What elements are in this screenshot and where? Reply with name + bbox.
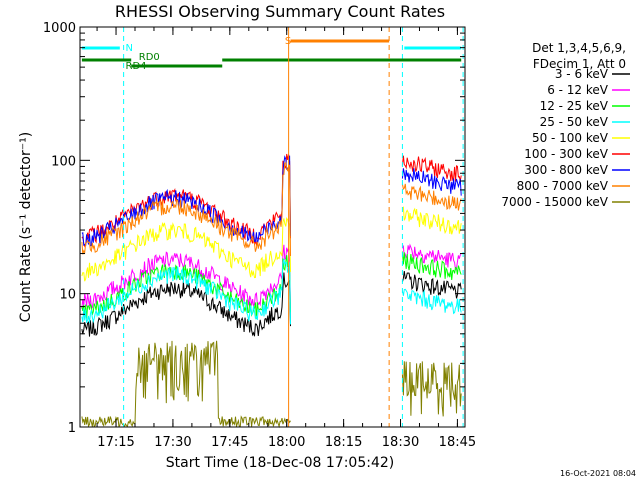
series-line xyxy=(81,217,291,282)
legend-entry-label: 6 - 12 keV xyxy=(547,83,609,97)
legend-entry-label: 7000 - 15000 keV xyxy=(501,195,608,209)
legend-entry-label: 800 - 7000 keV xyxy=(517,179,609,193)
x-tick-label: 18:30 xyxy=(382,435,419,450)
y-axis-label: Count Rate (s⁻¹ detector⁻¹) xyxy=(18,132,34,322)
legend-entry-label: 3 - 6 keV xyxy=(555,67,609,81)
series-line xyxy=(81,258,291,325)
y-tick-label: 1 xyxy=(68,421,76,436)
y-tick-label: 1000 xyxy=(43,21,76,36)
x-tick-label: 18:45 xyxy=(439,435,476,450)
plot-area xyxy=(81,153,462,429)
x-tick-label: 17:45 xyxy=(211,435,248,450)
series-line xyxy=(81,272,291,337)
series-line xyxy=(401,243,462,272)
legend: Det 1,3,4,5,6,9, FDecim 1, Att 03 - 6 keV… xyxy=(501,41,630,209)
legend-entry-label: 50 - 100 keV xyxy=(532,131,609,145)
series-line xyxy=(401,288,462,315)
x-axis: 17:15 17:30 17:45 18:00 18:15 18:30 18:45 xyxy=(96,27,476,450)
legend-header: Det 1,3,4,5,6,9, xyxy=(532,41,626,55)
x-tick-label: 18:15 xyxy=(325,435,362,450)
x-tick-label: 17:15 xyxy=(97,435,134,450)
plot-frame xyxy=(79,26,466,428)
annotation-label: RD4 xyxy=(126,61,147,72)
series-line xyxy=(401,271,462,299)
series-line xyxy=(81,244,291,311)
series-line xyxy=(401,361,462,417)
series-line xyxy=(401,168,462,196)
y-axis: 1 10 100 1000 xyxy=(43,21,465,436)
chart-title: RHESSI Observing Summary Count Rates xyxy=(115,2,445,21)
x-tick-label: 17:30 xyxy=(154,435,191,450)
legend-entry-label: 100 - 300 keV xyxy=(524,147,608,161)
series-line xyxy=(402,206,462,235)
footer-timestamp: 16-Oct-2021 08:04 xyxy=(560,469,636,478)
series-line xyxy=(81,340,291,429)
legend-entry-label: 300 - 800 keV xyxy=(524,163,608,177)
annotation-label: S xyxy=(285,36,291,47)
series-line xyxy=(401,155,462,182)
legend-header: FDecim 1, Att 0 xyxy=(533,57,626,71)
legend-entry-label: 12 - 25 keV xyxy=(540,99,609,113)
series-line xyxy=(81,155,291,247)
x-axis-label: Start Time (18-Dec-08 17:05:42) xyxy=(166,455,394,471)
x-tick-label: 18:00 xyxy=(268,435,305,450)
series-line xyxy=(401,183,462,211)
y-tick-label: 10 xyxy=(59,288,76,303)
annotation-label: N xyxy=(126,43,133,54)
legend-entry-label: 25 - 50 keV xyxy=(540,115,609,129)
series-line xyxy=(401,251,462,280)
y-tick-label: 100 xyxy=(51,154,76,169)
annotation-label: RD0 xyxy=(139,52,160,63)
series-line xyxy=(81,162,291,257)
